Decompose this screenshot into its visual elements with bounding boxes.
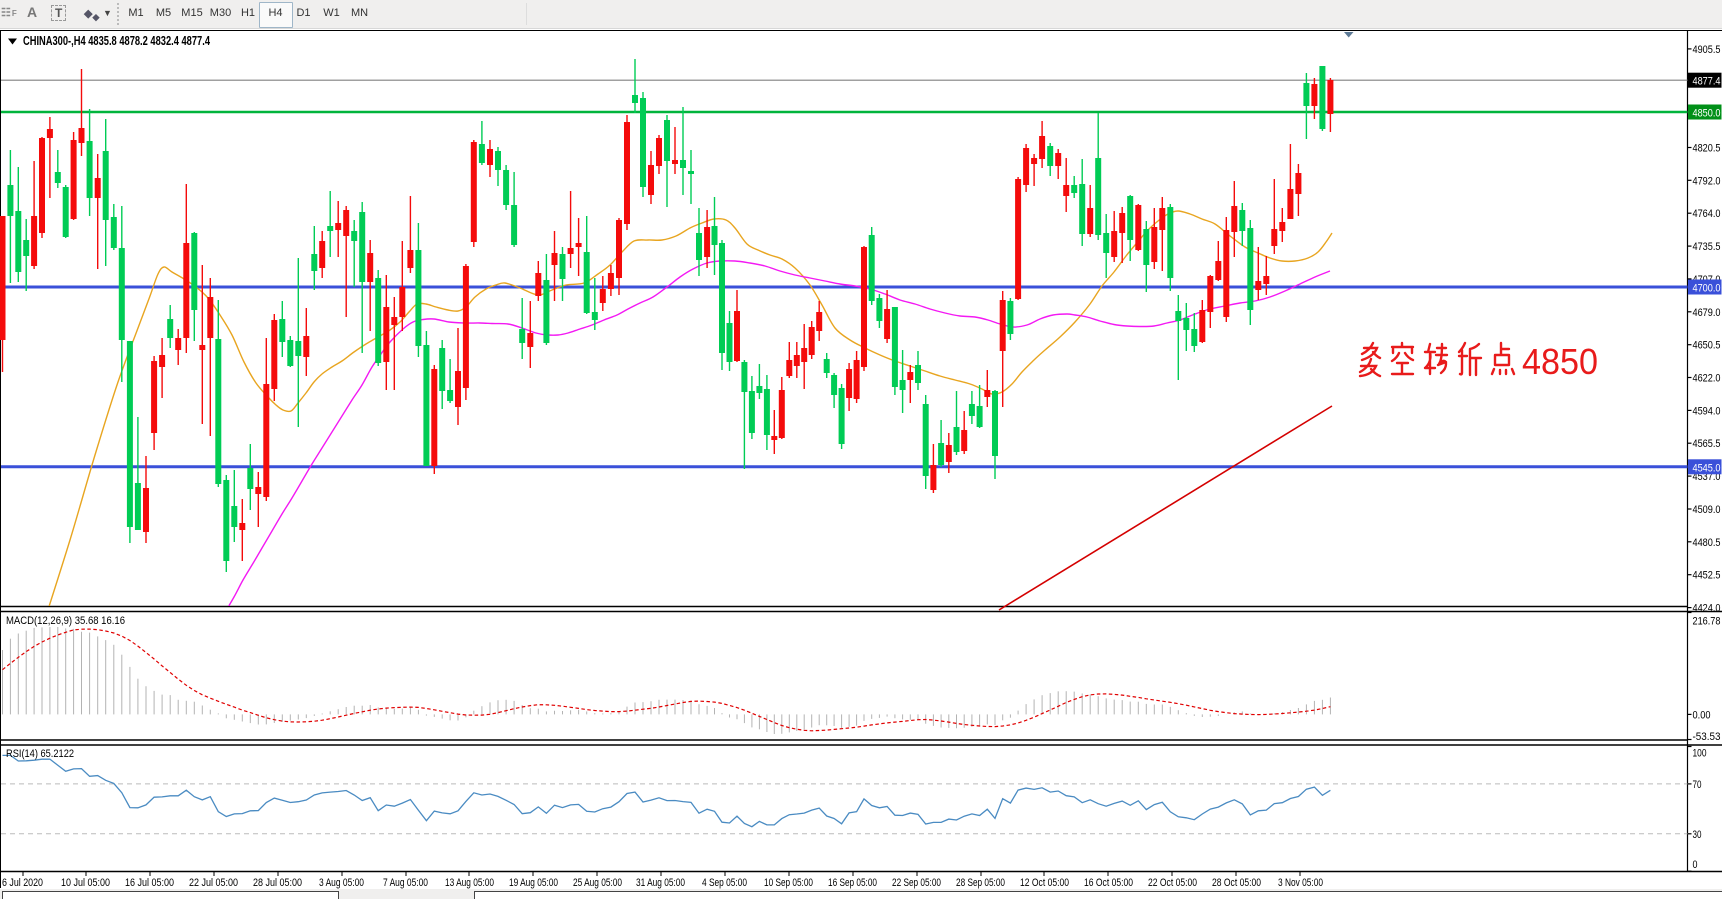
svg-text:4905.5: 4905.5	[1693, 44, 1721, 56]
svg-text:3 Aug 05:00: 3 Aug 05:00	[319, 877, 364, 889]
svg-text:-53.53: -53.53	[1693, 731, 1721, 743]
svg-text:4509.0: 4509.0	[1693, 504, 1721, 516]
svg-text:13 Aug 05:00: 13 Aug 05:00	[445, 877, 494, 889]
svg-text:4820.5: 4820.5	[1693, 143, 1721, 155]
svg-text:4424.0: 4424.0	[1693, 603, 1721, 615]
svg-text:28 Oct 05:00: 28 Oct 05:00	[1212, 877, 1261, 889]
svg-text:10 Sep 05:00: 10 Sep 05:00	[764, 877, 813, 889]
svg-text:16 Jul 05:00: 16 Jul 05:00	[125, 877, 174, 889]
svg-text:4679.0: 4679.0	[1693, 307, 1721, 319]
svg-text:0.00: 0.00	[1693, 709, 1711, 721]
svg-text:22 Oct 05:00: 22 Oct 05:00	[1148, 877, 1197, 889]
svg-text:4594.0: 4594.0	[1693, 405, 1721, 417]
svg-text:0: 0	[1693, 859, 1698, 871]
svg-text:4452.5: 4452.5	[1693, 570, 1721, 582]
svg-text:4764.0: 4764.0	[1693, 208, 1721, 220]
svg-text:31 Aug 05:00: 31 Aug 05:00	[636, 877, 685, 889]
svg-text:28 Sep 05:00: 28 Sep 05:00	[956, 877, 1005, 889]
svg-text:4622.0: 4622.0	[1693, 373, 1721, 385]
svg-text:4480.5: 4480.5	[1693, 537, 1721, 549]
svg-text:22 Jul 05:00: 22 Jul 05:00	[189, 877, 238, 889]
svg-text:22 Sep 05:00: 22 Sep 05:00	[892, 877, 941, 889]
svg-text:4545.0: 4545.0	[1693, 462, 1721, 474]
svg-text:4 Sep 05:00: 4 Sep 05:00	[702, 877, 747, 889]
svg-text:70: 70	[1693, 779, 1702, 791]
svg-text:4735.5: 4735.5	[1693, 241, 1721, 253]
svg-text:3 Nov 05:00: 3 Nov 05:00	[1278, 877, 1323, 889]
svg-text:16 Oct 05:00: 16 Oct 05:00	[1084, 877, 1133, 889]
svg-text:12 Oct 05:00: 12 Oct 05:00	[1020, 877, 1069, 889]
svg-text:6 Jul 2020: 6 Jul 2020	[2, 877, 43, 889]
svg-text:30: 30	[1693, 829, 1702, 841]
svg-text:28 Jul 05:00: 28 Jul 05:00	[253, 877, 302, 889]
svg-text:4877.4: 4877.4	[1693, 76, 1721, 88]
svg-text:MACD(12,26,9) 35.68 16.16: MACD(12,26,9) 35.68 16.16	[6, 615, 125, 627]
svg-text:RSI(14) 65.2122: RSI(14) 65.2122	[6, 748, 74, 760]
svg-text:25 Aug 05:00: 25 Aug 05:00	[573, 877, 622, 889]
svg-text:4650.5: 4650.5	[1693, 340, 1721, 352]
svg-text:4565.5: 4565.5	[1693, 438, 1721, 450]
svg-text:7 Aug 05:00: 7 Aug 05:00	[383, 877, 428, 889]
svg-text:16 Sep 05:00: 16 Sep 05:00	[828, 877, 877, 889]
svg-text:100: 100	[1693, 748, 1707, 760]
svg-text:216.78: 216.78	[1693, 616, 1721, 628]
svg-text:19 Aug 05:00: 19 Aug 05:00	[509, 877, 558, 889]
svg-text:4850.0: 4850.0	[1693, 108, 1721, 120]
svg-text:4700.0: 4700.0	[1693, 283, 1721, 295]
svg-text:4792.0: 4792.0	[1693, 175, 1721, 187]
svg-text:CHINA300-,H4 4835.8 4878.2 48: CHINA300-,H4 4835.8 4878.2 4832.4 4877.4	[23, 34, 210, 48]
svg-text:4850: 4850	[1522, 341, 1598, 382]
svg-text:10 Jul 05:00: 10 Jul 05:00	[61, 877, 110, 889]
